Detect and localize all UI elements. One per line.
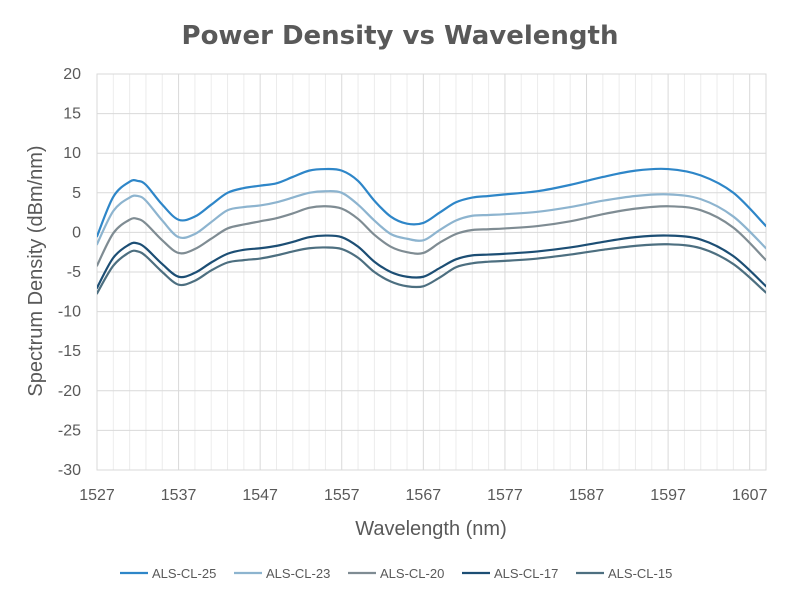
gridlines — [96, 73, 767, 471]
series-line-als-cl-17 — [97, 234, 766, 289]
y-tick-label: 5 — [72, 185, 81, 202]
x-tick-label: 1587 — [569, 487, 605, 504]
plot-area-border — [96, 73, 767, 471]
y-tick-label: -15 — [58, 343, 81, 360]
series-line-als-cl-23 — [97, 190, 766, 250]
y-tick-label: -5 — [67, 264, 81, 281]
x-tick-label: 1527 — [79, 487, 115, 504]
x-tick-label: 1557 — [324, 487, 360, 504]
x-axis-tick-labels: 1527 1537 1547 1557 1567 1577 1587 1597 1607 — [79, 487, 767, 504]
series-line-als-cl-15 — [97, 243, 766, 295]
series-lines — [97, 167, 766, 295]
legend-label-als-cl-15: ALS-CL-15 — [608, 566, 672, 581]
y-tick-label: 10 — [63, 145, 81, 162]
y-tick-label: -30 — [58, 462, 81, 479]
x-axis-title: Wavelength (nm) — [355, 518, 507, 540]
y-tick-label: -10 — [58, 304, 81, 321]
series-line-als-cl-25 — [97, 167, 766, 238]
x-tick-label: 1577 — [487, 487, 523, 504]
legend-label-als-cl-17: ALS-CL-17 — [494, 566, 558, 581]
series-line-als-cl-20 — [97, 205, 766, 267]
y-tick-label: -25 — [58, 422, 81, 439]
x-tick-label: 1537 — [161, 487, 197, 504]
legend-label-als-cl-25: ALS-CL-25 — [152, 566, 216, 581]
y-tick-label: 20 — [63, 66, 81, 83]
x-tick-label: 1607 — [732, 487, 768, 504]
y-tick-label: 15 — [63, 106, 81, 123]
chart-title: Power Density vs Wavelength — [182, 21, 619, 51]
y-axis-tick-labels: 20 15 10 5 0 -5 -10 -15 -20 -25 -30 — [58, 66, 81, 479]
y-axis-title: Spectrum Density (dBm/nm) — [25, 145, 47, 396]
x-tick-label: 1597 — [650, 487, 686, 504]
x-tick-label: 1547 — [242, 487, 278, 504]
legend-label-als-cl-23: ALS-CL-23 — [266, 566, 330, 581]
y-tick-label: -20 — [58, 383, 81, 400]
legend: ALS-CL-25 ALS-CL-23 ALS-CL-20 ALS-CL-17 ALS-… — [120, 566, 672, 581]
x-tick-label: 1567 — [406, 487, 442, 504]
y-tick-label: 0 — [72, 224, 81, 241]
legend-label-als-cl-20: ALS-CL-20 — [380, 566, 444, 581]
